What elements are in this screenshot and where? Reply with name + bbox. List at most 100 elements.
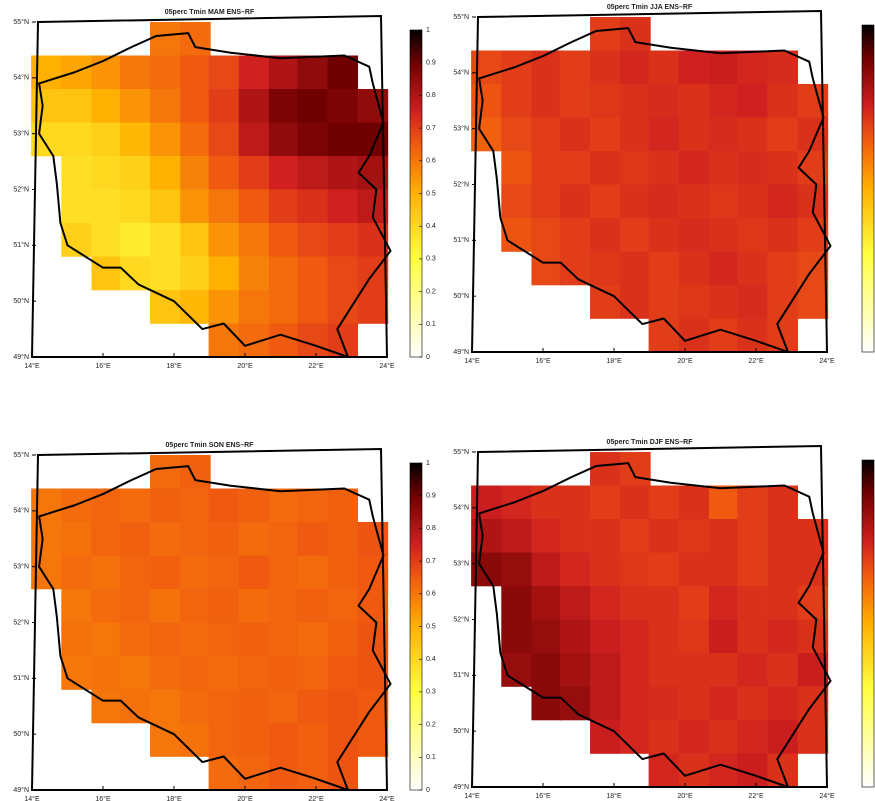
- grid-cell: [119, 488, 151, 523]
- grid-cell: [297, 89, 328, 123]
- grid-cell: [501, 184, 532, 219]
- grid-cell: [119, 223, 151, 257]
- lon-tick-label: 14°E: [24, 795, 40, 801]
- lat-tick-label: 55°N: [453, 13, 469, 21]
- grid-cell: [648, 485, 680, 520]
- lat-tick-label: 53°N: [453, 560, 469, 568]
- grid-cell: [238, 656, 270, 690]
- grid-cell: [238, 89, 270, 123]
- grid-cell: [297, 689, 328, 724]
- grid-cell: [150, 189, 181, 224]
- grid-cell: [471, 485, 502, 520]
- grid-cell: [180, 256, 211, 291]
- colorbar-tick-label: 0.8: [426, 92, 436, 99]
- lat-tick-label: 51°N: [13, 241, 29, 249]
- grid-cell: [91, 488, 122, 523]
- grid-cell: [268, 488, 300, 523]
- lat-tick-label: 49°N: [13, 353, 29, 361]
- grid-cell: [327, 156, 359, 190]
- grid-cell: [678, 485, 710, 520]
- grid-cell: [620, 184, 651, 219]
- grid-cell: [268, 589, 300, 623]
- colorbar-tick-label: 1: [426, 27, 430, 34]
- grid-cell: [678, 151, 710, 185]
- grid-cell: [119, 189, 151, 224]
- grid-cell: [91, 656, 122, 690]
- lat-tick-label: 52°N: [13, 618, 29, 626]
- grid-cell: [531, 50, 562, 85]
- grid-cell: [648, 686, 680, 721]
- grid-cell: [531, 84, 562, 118]
- grid-cell: [648, 151, 680, 185]
- grid-cell: [501, 519, 532, 553]
- lon-tick-label: 14°E: [24, 362, 40, 370]
- grid-cell: [327, 223, 359, 257]
- grid-cell: [297, 756, 328, 791]
- grid-cell: [208, 522, 240, 556]
- grid-cell: [31, 55, 62, 90]
- grid-cell: [91, 189, 122, 224]
- grid-cell: [708, 552, 740, 587]
- grid-cell: [620, 586, 651, 620]
- grid-cell: [119, 555, 151, 590]
- grid-cell: [150, 522, 181, 556]
- grid-cell: [737, 151, 768, 185]
- grid-cell: [180, 290, 211, 324]
- grid-cell: [620, 552, 651, 587]
- grid-cell: [678, 84, 710, 118]
- grid-cell: [678, 251, 710, 286]
- lon-tick-label: 14°E: [464, 792, 480, 800]
- grid-cell: [531, 619, 562, 654]
- grid-cell: [119, 522, 151, 556]
- grid-cell: [91, 223, 122, 257]
- grid-cell: [708, 485, 740, 520]
- grid-cell: [648, 519, 680, 553]
- grid-cell: [297, 488, 328, 523]
- lat-tick-label: 52°N: [453, 180, 469, 188]
- grid-cell: [180, 122, 211, 157]
- grid-cell: [767, 586, 799, 620]
- map-panel: 05perc Tmin MAM ENS–RF 49°N 50°N 51°N 52°N 53…: [13, 9, 395, 370]
- grid-cell: [590, 251, 621, 286]
- grid-cell: [708, 184, 740, 219]
- map-panel: 05perc Tmin DJF ENS–RF 49°N 50°N 51°N 52°N 53…: [453, 439, 835, 800]
- colorbar-tick-label: 0.5: [426, 623, 436, 630]
- grid-cell: [238, 290, 270, 324]
- grid-cell: [678, 653, 710, 687]
- grid-cell: [501, 84, 532, 118]
- grid-cell: [737, 285, 768, 319]
- grid-cell: [297, 522, 328, 556]
- colorbar-tick-label: 0.9: [426, 60, 436, 67]
- grid-cell: [531, 117, 562, 152]
- lat-tick-label: 49°N: [453, 348, 469, 356]
- grid-cell: [119, 55, 151, 90]
- grid-cell: [208, 89, 240, 123]
- grid-cell: [180, 555, 211, 590]
- lat-tick-label: 53°N: [13, 563, 29, 571]
- grid-cell: [208, 488, 240, 523]
- colorbar-tick-label: 0.2: [426, 288, 436, 295]
- colorbar-tick-label: 0.9: [426, 493, 436, 500]
- grid-cell: [590, 84, 621, 118]
- grid-cell: [150, 488, 181, 523]
- grid-cell: [590, 720, 621, 754]
- grid-cell: [737, 753, 768, 788]
- grid-cell: [590, 653, 621, 687]
- grid-cell: [678, 586, 710, 620]
- lon-tick-label: 24°E: [379, 362, 395, 370]
- grid-cell: [297, 156, 328, 190]
- grid-cell: [268, 656, 300, 690]
- grid-cell: [150, 89, 181, 123]
- map-title: 05perc Tmin DJF ENS–RF: [607, 439, 694, 446]
- colorbar-tick-label: 0: [426, 787, 430, 794]
- grid-cell: [91, 89, 122, 123]
- grid-cell: [501, 619, 532, 654]
- grid-cell: [737, 84, 768, 118]
- map-title: 05perc Tmin SON ENS–RF: [166, 442, 255, 449]
- grid-cell: [238, 223, 270, 257]
- grid-cell: [180, 689, 211, 724]
- grid-cell: [327, 656, 359, 690]
- grid-cell: [208, 622, 240, 657]
- grid-cell: [531, 218, 562, 252]
- grid-cell: [150, 223, 181, 257]
